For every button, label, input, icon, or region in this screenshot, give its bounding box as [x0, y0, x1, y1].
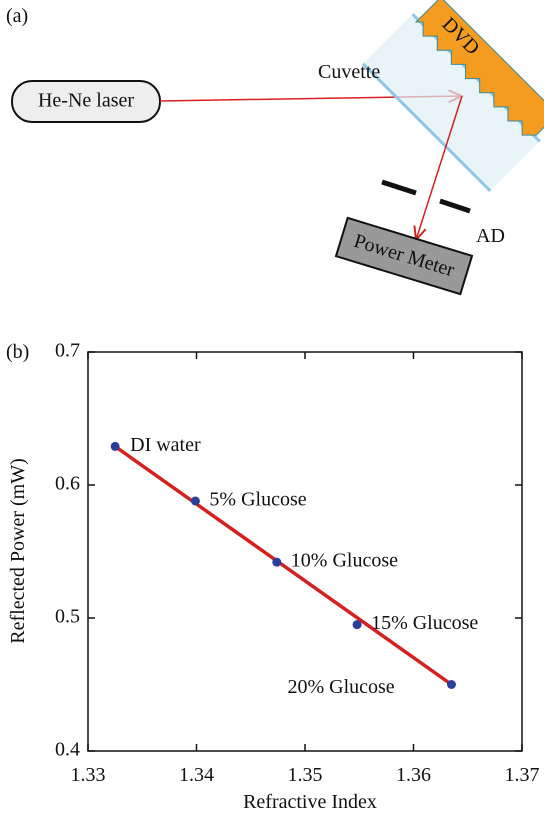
- y-tick-label: 0.7: [55, 340, 80, 362]
- cuvette-label: Cuvette: [318, 61, 380, 83]
- point: [272, 557, 282, 567]
- dvd-cuvette: DVD: [361, 0, 544, 193]
- panel-label: (a): [6, 5, 28, 27]
- point-label: 10% Glucose: [291, 550, 398, 572]
- point-label: 20% Glucose: [287, 676, 394, 698]
- x-tick-label: 1.34: [179, 764, 214, 786]
- x-tick-label: 1.35: [288, 764, 323, 786]
- cuvette-wall: [361, 62, 492, 193]
- point: [446, 680, 456, 689]
- x-axis-label: Refractive Index: [243, 791, 377, 813]
- aperture: [381, 179, 417, 196]
- point-label: DI water: [130, 434, 201, 456]
- aperture: [439, 198, 471, 214]
- point-label: 5% Glucose: [209, 489, 306, 511]
- laser-box: [11, 80, 161, 123]
- aperture-label: AD: [476, 225, 505, 247]
- y-tick-label: 0.4: [55, 739, 80, 761]
- panel-label: (b): [6, 341, 29, 363]
- point: [110, 441, 120, 451]
- x-tick-label: 1.37: [505, 764, 540, 786]
- fit-line: [114, 445, 453, 686]
- point: [352, 620, 362, 630]
- point-label: 15% Glucose: [371, 612, 478, 634]
- point: [190, 496, 200, 506]
- y-tick-label: 0.5: [55, 606, 80, 628]
- x-tick-label: 1.36: [396, 764, 431, 786]
- x-tick-label: 1.33: [71, 764, 106, 786]
- power-meter: [334, 216, 474, 296]
- cuvette: [363, 14, 540, 191]
- y-axis-label: Reflected Power (mW): [7, 458, 29, 643]
- dvd: [414, 0, 544, 136]
- y-tick-label: 0.6: [55, 473, 80, 495]
- laser-label: He-Ne laser: [38, 90, 134, 112]
- reflected-ray: [416, 95, 463, 240]
